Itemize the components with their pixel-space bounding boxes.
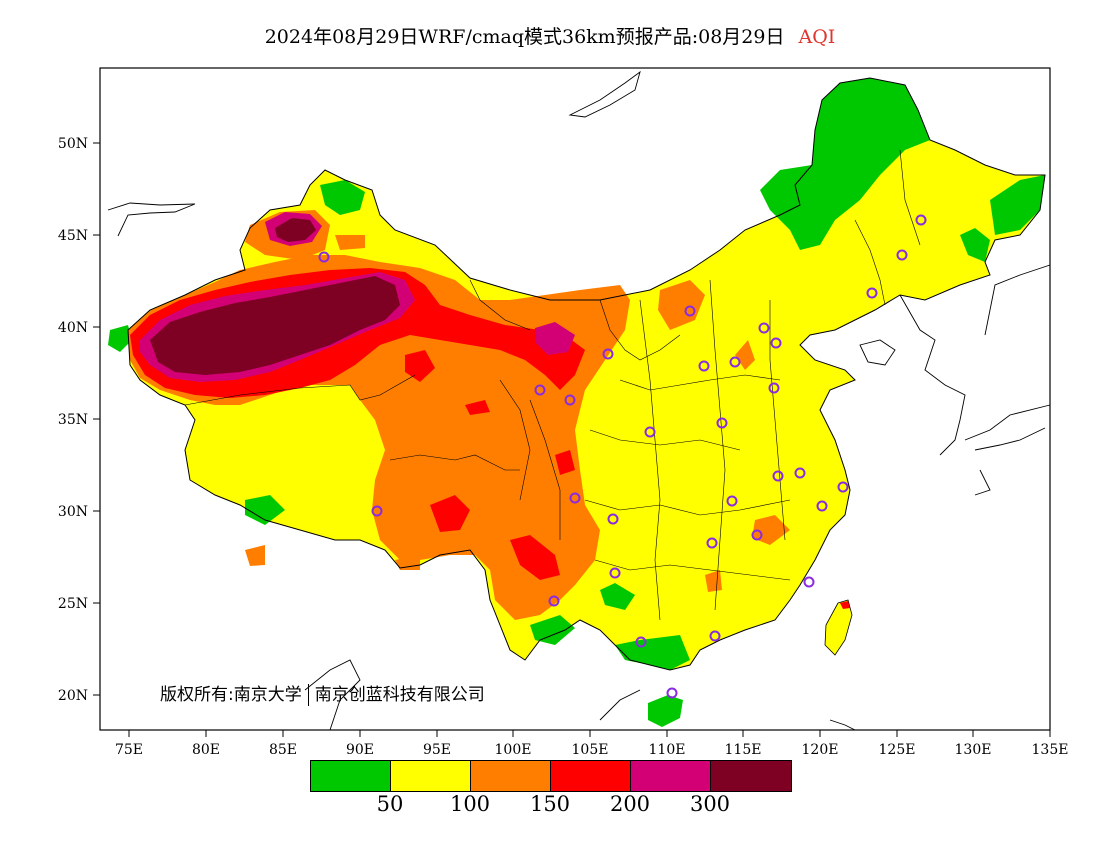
legend-labels: 50 100 150 200 300 <box>0 792 1100 822</box>
copyright-org-nju: 南京大学 <box>233 685 302 705</box>
longitude-axis: 75E 80E 85E 90E 95E 100E 105E 110E 115E … <box>115 730 1069 758</box>
province-borders <box>184 149 921 621</box>
title-main: 2024年08月29日WRF/cmaq模式36km预报产品:08月29日 <box>264 26 785 48</box>
legend-label-200: 200 <box>609 792 651 816</box>
lat-label-50n: 50N <box>58 136 88 152</box>
lon-label-95e: 95E <box>423 742 451 758</box>
china-outline <box>127 77 1046 671</box>
legend-label-150: 150 <box>529 792 571 816</box>
legend-label-300: 300 <box>689 792 731 816</box>
copyright-notice: 版权所有:南京大学 南京创蓝科技有限公司 <box>160 680 485 706</box>
legend-swatch-hazardous <box>711 761 791 791</box>
lon-label-100e: 100E <box>495 742 532 758</box>
legend-label-100: 100 <box>449 792 491 816</box>
station-markers <box>318 214 927 699</box>
legend-swatch-usg <box>471 761 551 791</box>
lon-label-125e: 125E <box>879 742 916 758</box>
lon-label-90e: 90E <box>346 742 374 758</box>
foreign-coastlines <box>107 70 1051 731</box>
latitude-axis: 50N 45N 40N 35N 30N 25N 20N <box>58 136 100 704</box>
copyright-label: 版权所有: <box>160 685 234 705</box>
lon-label-85e: 85E <box>269 742 297 758</box>
legend-swatch-good <box>311 761 391 791</box>
lon-label-115e: 115E <box>725 742 762 758</box>
legend-swatch-very-unhealthy <box>631 761 711 791</box>
legend-swatch-unhealthy <box>551 761 631 791</box>
copyright-org-clean-blue: 南京创蓝科技有限公司 <box>314 685 485 705</box>
map-frame <box>99 67 1051 731</box>
legend-swatch-moderate <box>391 761 471 791</box>
taiwan-hotspot <box>840 601 850 609</box>
aqi-color-legend <box>310 760 792 792</box>
lon-label-75e: 75E <box>115 742 143 758</box>
lon-label-110e: 110E <box>649 742 686 758</box>
lat-label-30n: 30N <box>58 504 88 520</box>
lat-label-35n: 35N <box>58 412 88 428</box>
lon-label-130e: 130E <box>955 742 992 758</box>
lat-label-45n: 45N <box>58 228 88 244</box>
title-variable: AQI <box>798 26 836 48</box>
hazardous-regions <box>150 218 400 375</box>
lon-label-120e: 120E <box>802 742 839 758</box>
hainan-island <box>648 695 683 727</box>
lon-label-135e: 135E <box>1032 742 1069 758</box>
lat-label-40n: 40N <box>58 320 88 336</box>
lat-label-20n: 20N <box>58 688 88 704</box>
copyright-separator <box>307 684 309 706</box>
legend-label-50: 50 <box>376 792 404 816</box>
taiwan-island <box>824 599 853 656</box>
lon-label-105e: 105E <box>572 742 609 758</box>
map-title: 2024年08月29日WRF/cmaq模式36km预报产品:08月29日 AQI <box>0 22 1100 49</box>
lat-label-25n: 25N <box>58 596 88 612</box>
lon-label-80e: 80E <box>192 742 220 758</box>
